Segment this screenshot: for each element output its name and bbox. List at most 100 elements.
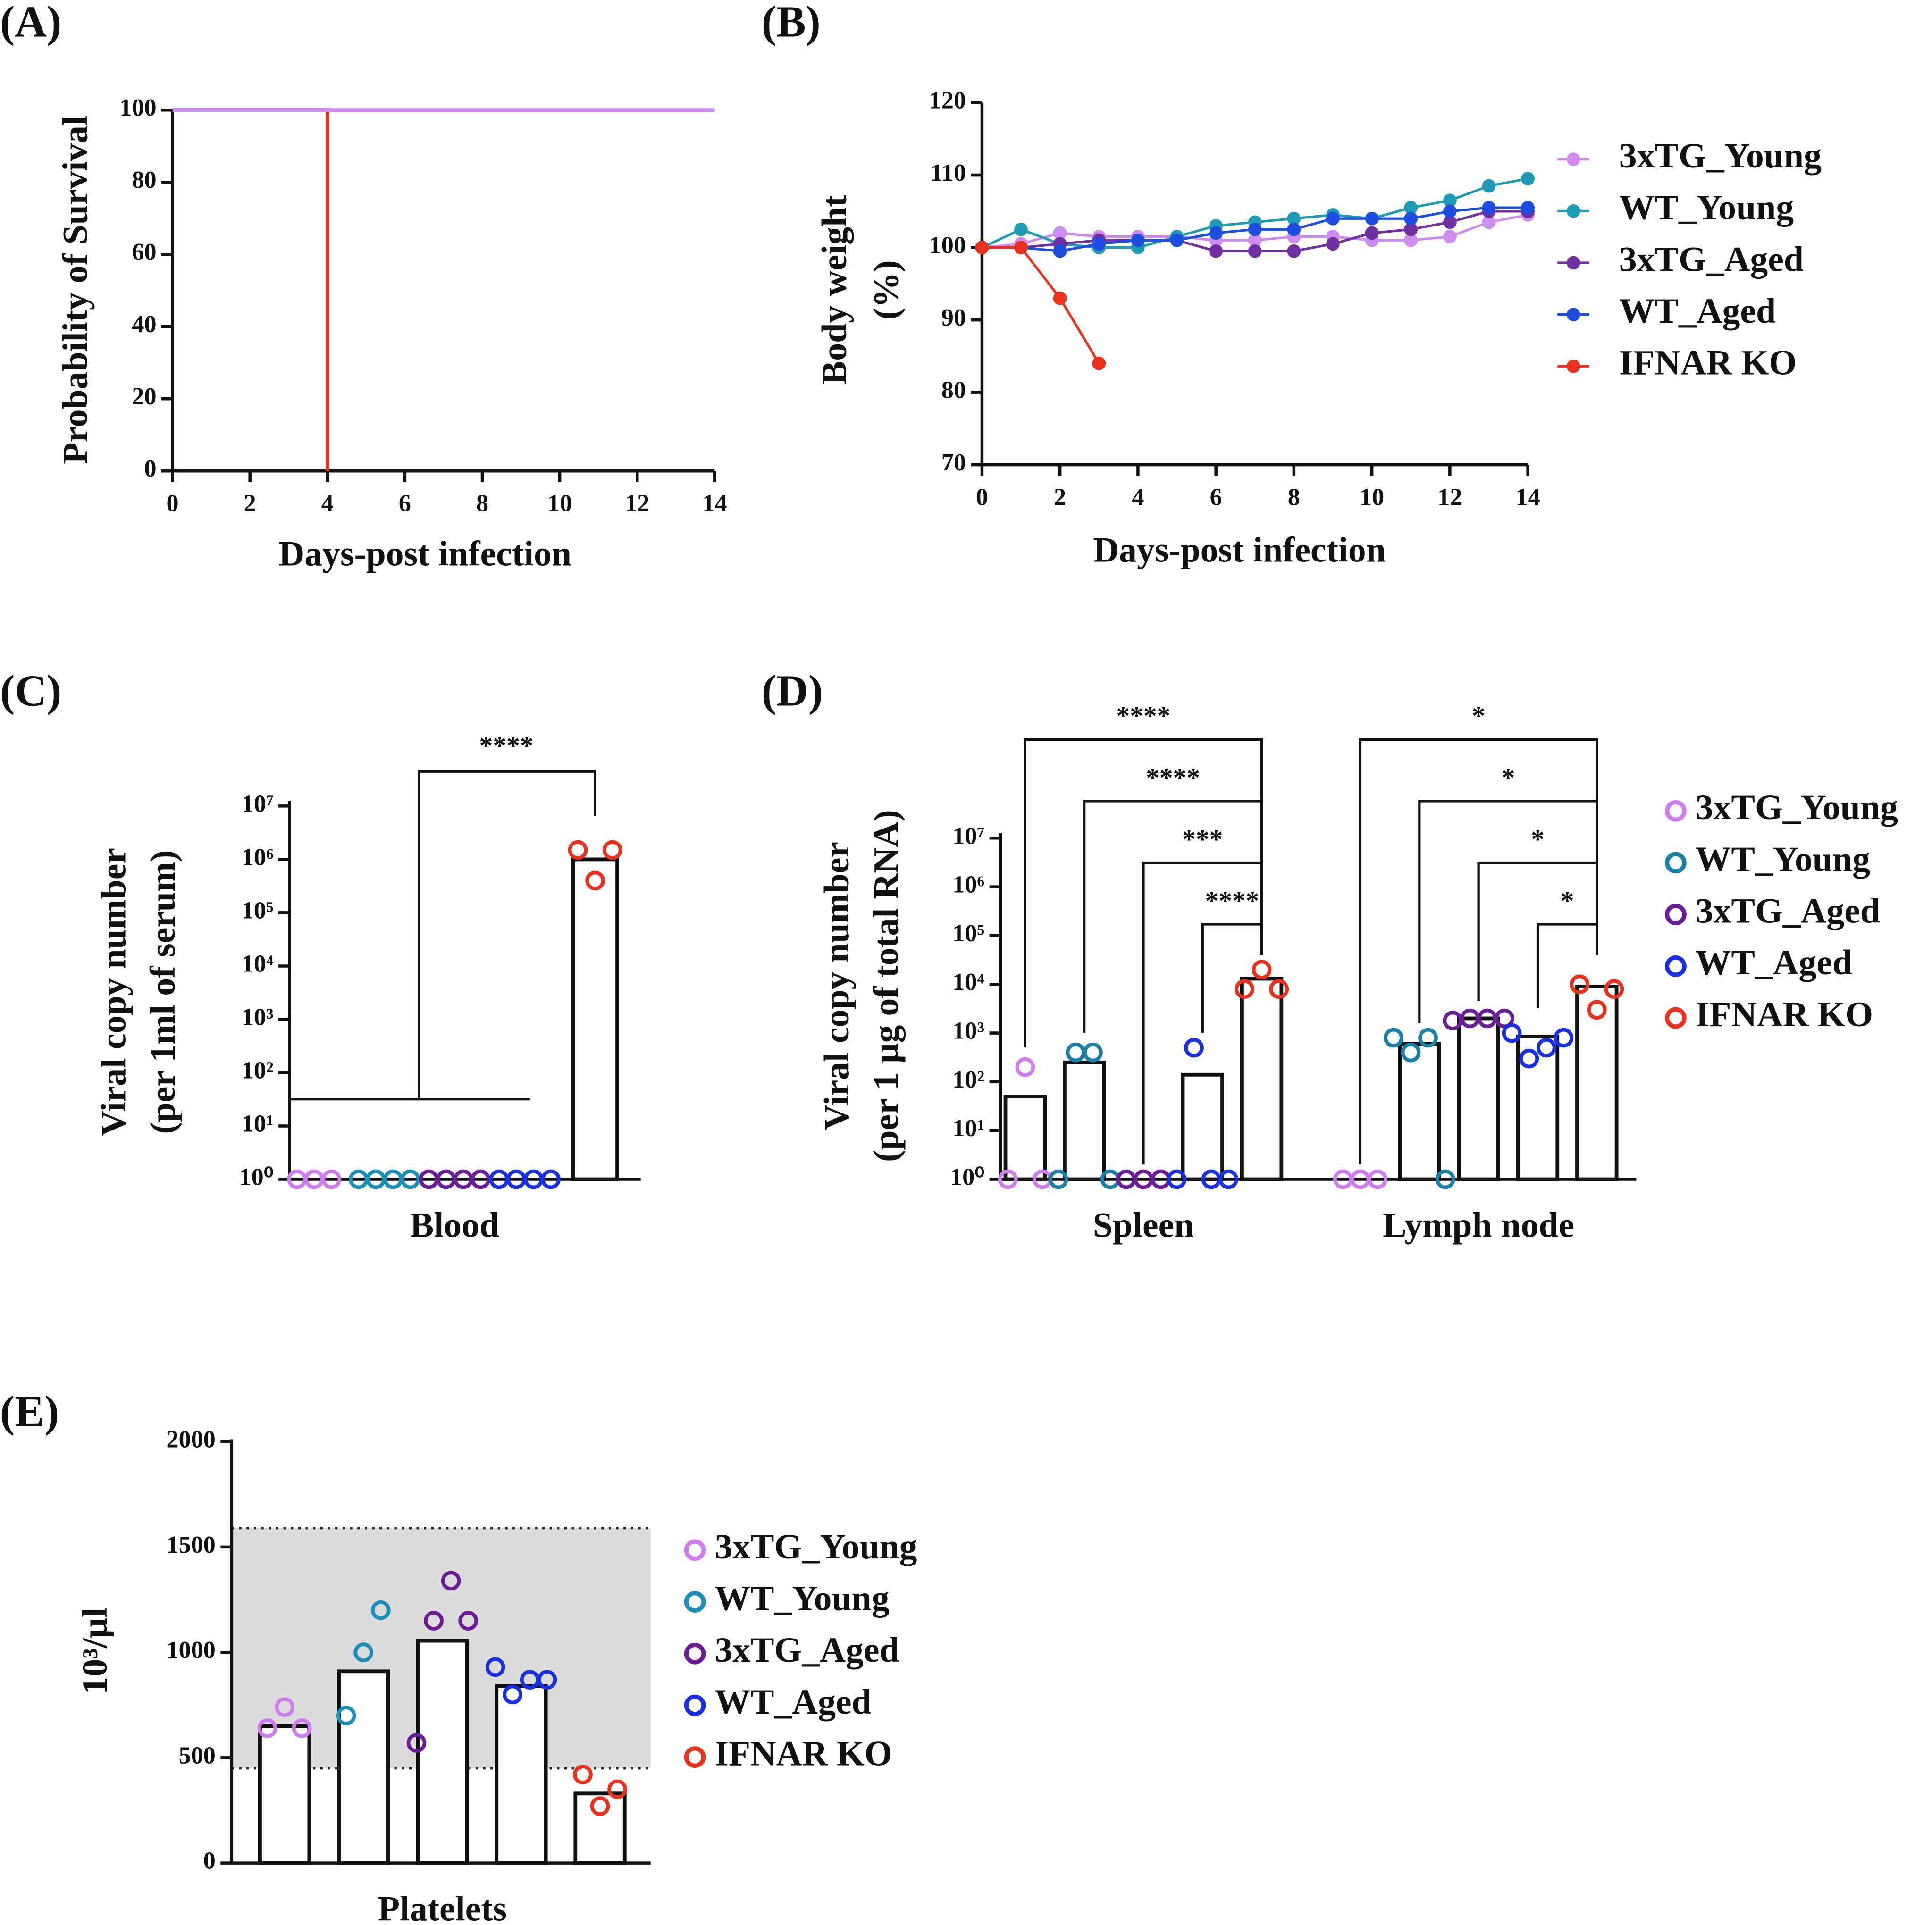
y-tick-label: 0 [144, 455, 156, 482]
point [1587, 1000, 1607, 1020]
point [1326, 211, 1340, 226]
y-tick-label: 10⁴ [952, 968, 984, 996]
legend-label: 3xTG_Young [1696, 788, 1898, 827]
significance-label: * [1561, 886, 1574, 916]
point [1014, 222, 1028, 236]
point [537, 1670, 557, 1690]
bar [1003, 1095, 1047, 1181]
legend-label: WT_Young [1696, 840, 1870, 879]
point [1326, 237, 1340, 251]
point [585, 870, 605, 891]
series-line [172, 108, 329, 471]
y-tick-label: 10⁵ [952, 920, 984, 947]
point [602, 840, 622, 860]
point [1248, 244, 1262, 258]
point [541, 1169, 561, 1189]
axes [171, 110, 715, 473]
x-tick-label: 6 [1210, 483, 1222, 511]
significance-bracket [1024, 738, 1263, 1048]
point [1536, 1038, 1556, 1058]
y-tick-label: 10⁷ [952, 822, 984, 849]
point [441, 1571, 461, 1591]
legend-marker [1665, 852, 1687, 874]
panel-label: (A) [0, 0, 61, 47]
point [1287, 211, 1301, 226]
y-tick-label: 10⁶ [242, 843, 274, 870]
point [607, 1779, 627, 1799]
bar [571, 857, 620, 1181]
point [1287, 222, 1301, 236]
y-tick-label: 10⁵ [242, 896, 274, 924]
bar [416, 1639, 469, 1865]
y-tick-label: 90 [941, 304, 966, 331]
significance-label: **** [1146, 763, 1200, 793]
point [1521, 201, 1535, 215]
panel-label: (C) [0, 666, 61, 715]
y-tick-label: 10¹ [242, 1110, 274, 1137]
significance-bracket [1418, 800, 1597, 1023]
x-tick-label: 10 [1360, 483, 1384, 511]
bar [1457, 1016, 1500, 1181]
point [568, 840, 588, 860]
significance-label: **** [1205, 886, 1260, 916]
point [1053, 291, 1067, 305]
legend-marker [1665, 904, 1687, 926]
x-tick-label: 14 [702, 489, 727, 517]
y-tick-label: 20 [132, 383, 156, 410]
significance-label: * [1501, 763, 1515, 793]
y-tick-label: 10¹ [952, 1114, 984, 1142]
point [1404, 222, 1418, 236]
point [1570, 974, 1590, 995]
legend-marker [1566, 152, 1580, 167]
y-tick-label: 120 [929, 87, 966, 114]
y-axis-label: Probability of Survival [56, 116, 95, 464]
significance-bracket [1536, 923, 1597, 1008]
category-label: Spleen [1093, 1205, 1194, 1245]
y-tick-label: 10⁶ [952, 871, 984, 898]
category-label: Platelets [378, 1889, 507, 1925]
point [1167, 1169, 1187, 1189]
point [1092, 356, 1106, 370]
x-tick-label: 8 [1288, 483, 1300, 511]
point [353, 1642, 374, 1663]
legend-marker [1665, 955, 1687, 977]
x-axis-label: Days-post infection [279, 534, 571, 573]
series-line [982, 246, 1100, 364]
x-tick-label: 4 [1132, 483, 1144, 511]
x-tick-label: 12 [1437, 483, 1462, 511]
legend-label: 3xTG_Young [714, 1527, 917, 1566]
point [590, 1796, 610, 1816]
category-label: Blood [410, 1205, 499, 1245]
point [1495, 1008, 1514, 1029]
point [406, 1733, 427, 1753]
y-tick-label: 500 [179, 1741, 216, 1769]
legend-label: 3xTG_Aged [1619, 240, 1804, 279]
significance-bracket [1359, 738, 1598, 1165]
y-axis-label: Viral copy number [817, 842, 857, 1130]
point [1015, 1057, 1035, 1077]
legend-marker [684, 1642, 706, 1665]
point [1053, 226, 1067, 240]
point [975, 241, 989, 254]
point [1482, 215, 1496, 229]
point [1502, 1023, 1522, 1043]
legend-marker [684, 1591, 706, 1613]
y-tick-label: 1000 [167, 1636, 216, 1664]
significance-bracket [1142, 861, 1262, 1165]
point [292, 1718, 312, 1738]
y-tick-label: 60 [132, 238, 156, 266]
significance-label: * [1531, 824, 1545, 854]
axes [980, 102, 1528, 467]
legend-marker [1566, 204, 1580, 218]
legend-marker [684, 1746, 706, 1768]
point [1365, 226, 1379, 240]
y-tick-label: 70 [941, 449, 966, 476]
y-tick-label: 10³ [242, 1003, 274, 1030]
y-tick-label: 100 [119, 94, 156, 121]
y-tick-label: 10² [242, 1056, 274, 1084]
point [1604, 979, 1624, 999]
x-tick-label: 8 [476, 489, 488, 517]
point [1404, 233, 1418, 247]
point [1269, 979, 1289, 999]
